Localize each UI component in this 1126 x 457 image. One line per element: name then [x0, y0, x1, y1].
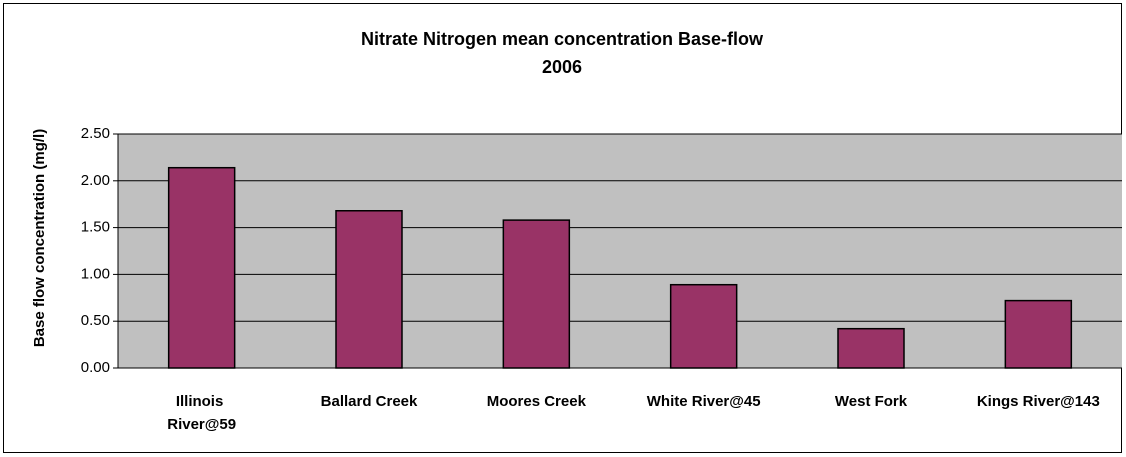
plot-area — [118, 134, 1122, 368]
x-tick-label: West Fork — [835, 393, 908, 410]
y-axis-label: Base flow concentration (mg/l) — [31, 129, 48, 347]
y-tick-label: 2.00 — [81, 172, 110, 189]
bar — [669, 283, 738, 369]
bar — [502, 219, 571, 369]
x-tick-label: Moores Creek — [487, 393, 587, 410]
y-tick-label: 1.50 — [81, 219, 110, 236]
y-tick-label: 1.00 — [81, 265, 110, 282]
x-tick-label-line: River@59 — [167, 416, 236, 433]
bar — [335, 210, 403, 369]
chart-title: Nitrate Nitrogen mean concentration Base… — [361, 29, 764, 49]
chart-title: 2006 — [542, 57, 582, 77]
x-tick-label: Ballard Creek — [321, 393, 418, 410]
x-tick-label: Kings River@143 — [977, 393, 1100, 410]
bar — [1004, 299, 1073, 369]
y-tick-label: 0.50 — [81, 312, 110, 329]
x-tick-label: Illinois River@59 — [167, 393, 236, 433]
bar — [167, 166, 236, 369]
bar — [837, 327, 905, 369]
y-tick-label: 0.00 — [81, 359, 110, 376]
x-tick-label-line: Illinois — [176, 393, 228, 410]
y-tick-label: 2.50 — [81, 125, 110, 142]
x-tick-label: White River@45 — [647, 393, 761, 410]
